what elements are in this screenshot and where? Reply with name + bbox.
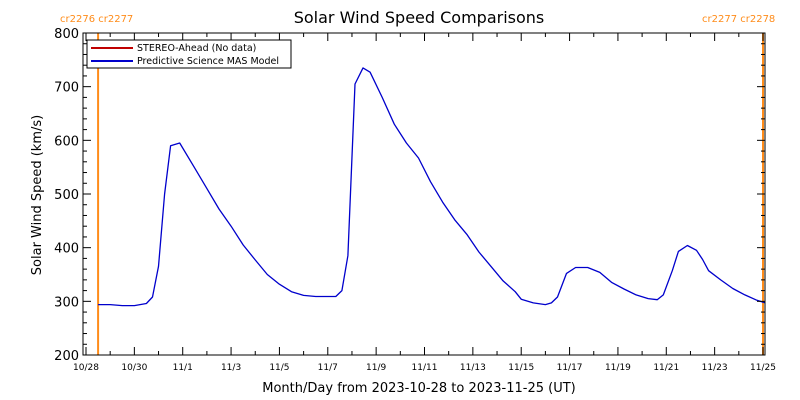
y-axis-label: Solar Wind Speed (km/s) [30, 115, 45, 275]
x-tick-label: 11/11 [412, 363, 438, 373]
y-tick-label: 700 [54, 81, 79, 96]
y-axis: 200 300 400 500 600 700 800 [54, 27, 765, 364]
x-tick-label: 10/30 [121, 363, 147, 373]
y-tick-label: 500 [54, 188, 79, 203]
x-tick-label: 11/25 [750, 363, 776, 373]
legend: STEREO-Ahead (No data) Predictive Scienc… [86, 39, 292, 69]
x-axis: 10/28 10/30 11/1 11/3 11/5 11/7 11/9 11/11 11/13… [73, 33, 776, 373]
y-tick-label: 800 [54, 27, 79, 42]
x-axis-label: Month/Day from 2023-10-28 to 2023-11-25 … [262, 381, 575, 396]
x-tick-label: 11/1 [173, 363, 193, 373]
x-tick-label: 11/13 [460, 363, 486, 373]
x-tick-label: 10/28 [73, 363, 99, 373]
legend-label-stereo: STEREO-Ahead (No data) [137, 43, 256, 54]
x-tick-label: 11/3 [221, 363, 241, 373]
plot-frame [82, 32, 766, 356]
y-tick-label: 200 [54, 349, 79, 364]
carrington-marker-label: cr2276 cr2277 [60, 14, 133, 25]
y-tick-label: 600 [54, 134, 79, 149]
x-tick-label: 11/9 [366, 363, 386, 373]
legend-label-mas: Predictive Science MAS Model [137, 56, 279, 67]
legend-box [86, 39, 292, 69]
x-tick-label: 11/5 [269, 363, 289, 373]
x-tick-label: 11/21 [653, 363, 679, 373]
x-tick-label: 11/23 [702, 363, 728, 373]
x-tick-label: 11/19 [605, 363, 631, 373]
y-tick-label: 400 [54, 242, 79, 257]
chart-title: Solar Wind Speed Comparisons [294, 8, 545, 27]
y-tick-label: 300 [54, 295, 79, 310]
series-layer [98, 67, 765, 307]
x-tick-label: 11/17 [557, 363, 583, 373]
x-tick-label: 11/15 [508, 363, 534, 373]
x-tick-label: 11/7 [318, 363, 338, 373]
series-line-mas-model [98, 67, 765, 307]
carrington-marker-label: cr2277 cr2278 [702, 14, 775, 25]
